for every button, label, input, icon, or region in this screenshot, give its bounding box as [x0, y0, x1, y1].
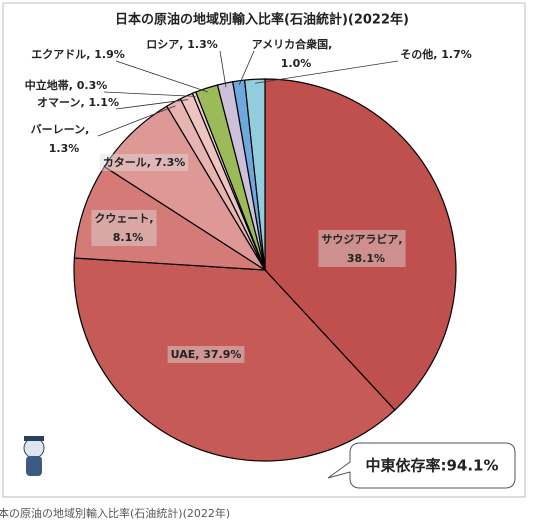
data-label-bg: [167, 346, 245, 363]
leader-line: [97, 105, 176, 137]
mascot-icon: [23, 436, 45, 476]
data-label: アメリカ合衆国, 1.0%: [252, 37, 333, 70]
leader-line: [254, 60, 399, 84]
data-label-text: その他, 1.7%: [400, 47, 472, 61]
pie-slice: [73, 165, 268, 271]
leader-line: [115, 99, 189, 110]
chart-title: 日本の原油の地域別輸入比率(石油統計)(2022年): [115, 12, 409, 28]
caption: 本の原油の地域別輸入比率(石油統計)(2022年): [0, 506, 230, 520]
pie: [73, 78, 457, 462]
data-label: エクアドル, 1.9%: [31, 48, 125, 61]
data-label-text: 1.0%: [281, 57, 312, 70]
pie-slice: [73, 257, 396, 462]
data-label: カタール, 7.3%: [99, 154, 189, 171]
data-label-text: バーレーン,: [31, 123, 90, 136]
data-label-text: 8.1%: [113, 231, 144, 244]
leader-line: [238, 50, 255, 85]
data-label-text: アメリカ合衆国,: [252, 37, 333, 51]
data-label: ロシア, 1.3%: [146, 38, 218, 51]
leader-line: [103, 91, 196, 97]
pie-slice: [243, 78, 266, 271]
data-label: UAE, 37.9%: [167, 346, 245, 363]
labels: サウジアラビア, 38.1% UAE, 37.9% クウェート, 8.1% カタール, 7…: [25, 37, 472, 363]
data-label-text: ロシア, 1.3%: [146, 38, 218, 51]
data-label-bg: [99, 154, 189, 171]
data-label-text: 中立地帯, 0.3%: [25, 78, 108, 92]
data-label-text: クウェート,: [94, 212, 153, 225]
leader-line: [115, 60, 208, 93]
data-label-text: 38.1%: [347, 252, 385, 265]
data-label: サウジアラビア, 38.1%: [318, 230, 406, 267]
data-label-text: UAE, 37.9%: [171, 348, 242, 361]
data-label-text: 1.3%: [49, 142, 80, 155]
data-label-bg: [91, 210, 157, 246]
data-label: クウェート, 8.1%: [91, 210, 157, 246]
leader-line: [219, 50, 227, 88]
data-label-text: カタール, 7.3%: [103, 156, 186, 169]
annotation: 中東依存率:94.1%: [365, 457, 498, 475]
data-label: バーレーン, 1.3%: [31, 123, 90, 155]
pie-slice: [264, 78, 457, 411]
data-label: オマーン, 1.1%: [37, 96, 119, 109]
data-label-text: オマーン, 1.1%: [37, 96, 119, 109]
data-label-text: サウジアラビア,: [321, 232, 402, 246]
data-label-bg: [318, 230, 406, 267]
data-label: 中立地帯, 0.3%: [25, 78, 108, 92]
data-label-text: エクアドル, 1.9%: [31, 48, 125, 61]
callout-box: [327, 442, 516, 489]
data-label: その他, 1.7%: [400, 47, 472, 61]
